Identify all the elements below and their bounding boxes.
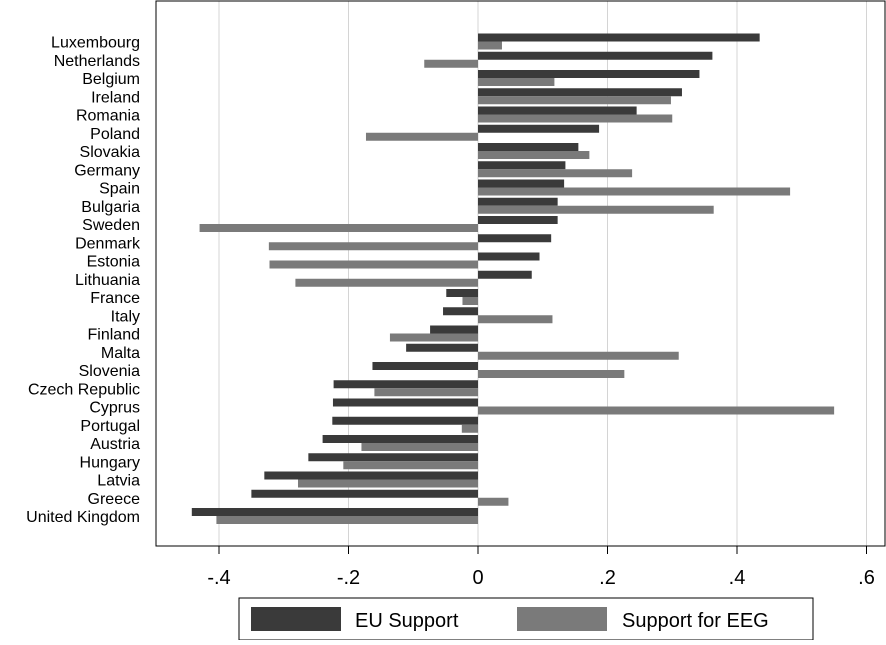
bar-eeg-support: [361, 443, 478, 451]
x-tick-label: 0: [472, 567, 483, 589]
legend-swatch: [251, 607, 341, 631]
legend-label: Support for EEG: [622, 610, 769, 632]
category-label: Bulgaria: [81, 199, 140, 216]
bar-eu-support: [478, 252, 540, 261]
category-label: Poland: [90, 126, 140, 143]
category-label: Sweden: [82, 217, 140, 234]
category-label: Germany: [74, 162, 140, 179]
bar-eeg-support: [478, 78, 555, 86]
category-label: Cyprus: [89, 400, 140, 417]
bar-eeg-support: [343, 461, 478, 470]
category-label: Spain: [99, 181, 140, 198]
bar-eu-support: [446, 289, 478, 297]
bar-eu-support: [478, 270, 532, 279]
bar-eeg-support: [478, 205, 714, 214]
category-label: Luxembourg: [51, 35, 140, 52]
category-label: Finland: [88, 327, 140, 344]
bar-eu-support: [478, 33, 760, 42]
x-axis: -.4 -.2 0 .2 .4 .6: [207, 546, 875, 589]
bar-eu-support: [251, 489, 478, 498]
plot-frame: [155, 0, 886, 547]
bar-eu-support: [478, 216, 558, 224]
category-label: Greece: [88, 491, 141, 508]
bar-eu-support: [478, 124, 600, 133]
bar-eu-support: [478, 51, 713, 60]
bar-eeg-support: [478, 406, 835, 415]
bar-eeg-support: [365, 132, 478, 141]
bar-eu-support: [191, 508, 478, 516]
bar-eeg-support: [478, 114, 673, 123]
bar-eeg-support: [478, 497, 509, 506]
category-label: United Kingdom: [26, 509, 140, 526]
category-label: Slovakia: [80, 144, 141, 161]
category-label: Slovenia: [79, 363, 140, 380]
bar-eeg-support: [461, 424, 478, 433]
bar-eeg-support: [478, 315, 553, 324]
bar-eu-support: [322, 435, 478, 443]
category-label: Malta: [101, 345, 140, 362]
category-label: Austria: [90, 436, 140, 453]
legend-swatch: [517, 607, 607, 631]
category-label: Ireland: [91, 89, 140, 106]
legend-label: EU Support: [355, 610, 459, 632]
bar-eeg-support: [199, 224, 478, 232]
category-label: Italy: [111, 308, 140, 325]
bar-eeg-support: [216, 516, 478, 524]
bar-eeg-support: [478, 96, 671, 105]
legend: EU Support Support for EEG: [238, 597, 814, 641]
bar-eeg-support: [478, 41, 502, 50]
category-label: Hungary: [80, 454, 140, 471]
bar-eeg-support: [389, 333, 478, 342]
bar-eu-support: [478, 197, 558, 206]
bar-eu-support: [478, 234, 552, 243]
bar-eu-support: [478, 161, 566, 170]
bar-eu-support: [264, 471, 478, 480]
bar-eeg-support: [424, 59, 478, 68]
category-label: France: [90, 290, 140, 307]
category-label: Latvia: [97, 473, 140, 490]
bar-eu-support: [430, 325, 478, 334]
bars: [191, 33, 835, 524]
bar-eu-support: [333, 380, 478, 389]
category-label: Lithuania: [75, 272, 140, 289]
bar-eu-support: [372, 362, 478, 370]
bar-eu-support: [308, 453, 478, 462]
bar-eeg-support: [295, 278, 478, 287]
x-tick-label: -.2: [337, 567, 360, 589]
category-label: Romania: [76, 108, 140, 125]
bar-eeg-support: [269, 260, 478, 269]
bar-eu-support: [332, 416, 478, 425]
bar-eeg-support: [478, 351, 679, 360]
bar-eeg-support: [297, 479, 478, 488]
category-label: Estonia: [87, 254, 140, 271]
bar-eeg-support: [374, 388, 478, 397]
category-label: Portugal: [80, 418, 140, 435]
bar-eeg-support: [478, 169, 633, 178]
category-label: Netherlands: [54, 53, 140, 70]
bar-eeg-support: [478, 187, 791, 196]
bar-eu-support: [478, 88, 682, 97]
bar-eeg-support: [478, 370, 625, 378]
bar-eu-support: [478, 70, 700, 78]
bar-eu-support: [443, 307, 478, 316]
x-tick-label: .4: [729, 567, 746, 589]
bar-eeg-support: [478, 151, 590, 159]
bar-eeg-support: [462, 297, 478, 305]
x-tick-label: -.4: [207, 567, 230, 589]
bar-eu-support: [332, 398, 478, 407]
x-tick-label: .2: [599, 567, 616, 589]
category-label: Belgium: [82, 71, 140, 88]
bar-eu-support: [478, 179, 565, 188]
bar-eeg-support: [268, 242, 478, 251]
category-label: Czech Republic: [28, 381, 140, 398]
bar-eu-support: [478, 106, 637, 115]
bar-eu-support: [406, 343, 478, 352]
bar-eu-support: [478, 143, 579, 151]
x-tick-label: .6: [858, 567, 875, 589]
category-label: Denmark: [75, 235, 141, 252]
